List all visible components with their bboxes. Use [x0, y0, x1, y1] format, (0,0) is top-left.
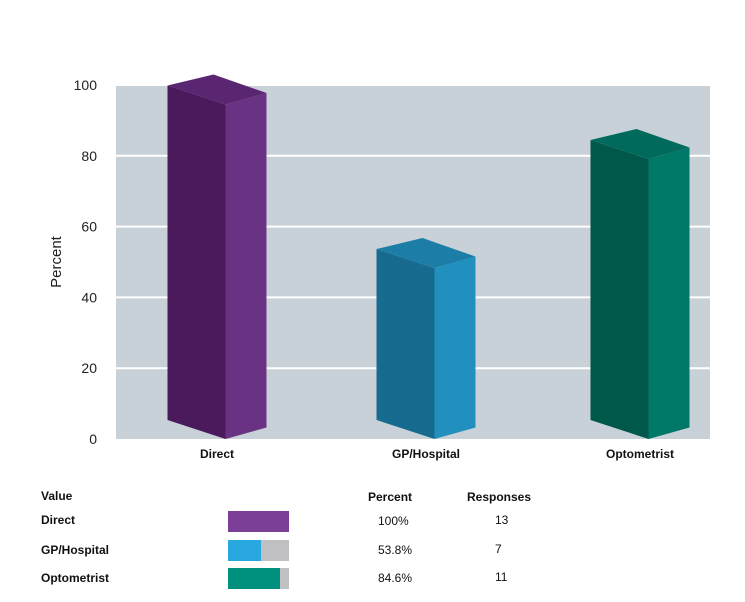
- y-tick-label: 80: [81, 148, 97, 164]
- legend-row-label: Direct: [41, 513, 76, 527]
- legend-swatch: [228, 511, 289, 532]
- legend-swatch: [228, 540, 289, 561]
- legend-row-percent: 100%: [378, 514, 409, 528]
- y-tick-label: 60: [81, 219, 97, 235]
- legend-header-value: Value: [41, 489, 73, 503]
- x-axis-categories: Direct GP/Hospital Optometrist: [200, 447, 674, 461]
- x-category-label: Direct: [200, 447, 234, 461]
- bar-top-face: [590, 129, 690, 160]
- legend-swatch-fill: [228, 568, 280, 589]
- y-axis-label: Percent: [48, 235, 65, 288]
- legend-swatch-fill: [228, 511, 289, 532]
- bar-gp-hospital: [376, 238, 476, 439]
- legend-swatch: [228, 568, 289, 589]
- y-tick-label: 100: [74, 77, 98, 93]
- y-tick-label: 0: [89, 431, 97, 447]
- legend-row-percent: 84.6%: [378, 571, 413, 585]
- y-axis-ticks: 0 20 40 60 80 100: [74, 77, 98, 447]
- bar-side-face: [648, 147, 690, 440]
- bar-front-face: [376, 249, 435, 439]
- legend-header-percent: Percent: [368, 490, 413, 504]
- bars: [167, 74, 690, 440]
- x-category-label: Optometrist: [606, 447, 674, 461]
- bar-top-face: [167, 74, 267, 105]
- bar-front-face: [167, 85, 226, 439]
- bar-chart: 0 20 40 60 80 100 Direct GP/Hospital Optometris…: [48, 74, 710, 461]
- bar-top-face: [376, 238, 476, 269]
- y-tick-label: 20: [81, 360, 97, 376]
- legend-row-responses: 7: [495, 542, 502, 556]
- legend-row-label: Optometrist: [41, 571, 110, 585]
- legend-row-responses: 11: [495, 570, 508, 584]
- bar-front-face: [590, 140, 649, 440]
- bar-direct: [167, 74, 267, 439]
- legend-row-responses: 13: [495, 513, 509, 527]
- legend-header-responses: Responses: [467, 490, 532, 504]
- bar-side-face: [225, 93, 267, 439]
- y-tick-label: 40: [81, 289, 97, 305]
- legend-row-label: GP/Hospital: [41, 543, 110, 557]
- bar-optometrist: [590, 129, 690, 440]
- x-category-label: GP/Hospital: [392, 447, 460, 461]
- legend-row-percent: 53.8%: [378, 543, 413, 557]
- legend-swatch-fill: [228, 540, 261, 561]
- bar-side-face: [434, 256, 476, 439]
